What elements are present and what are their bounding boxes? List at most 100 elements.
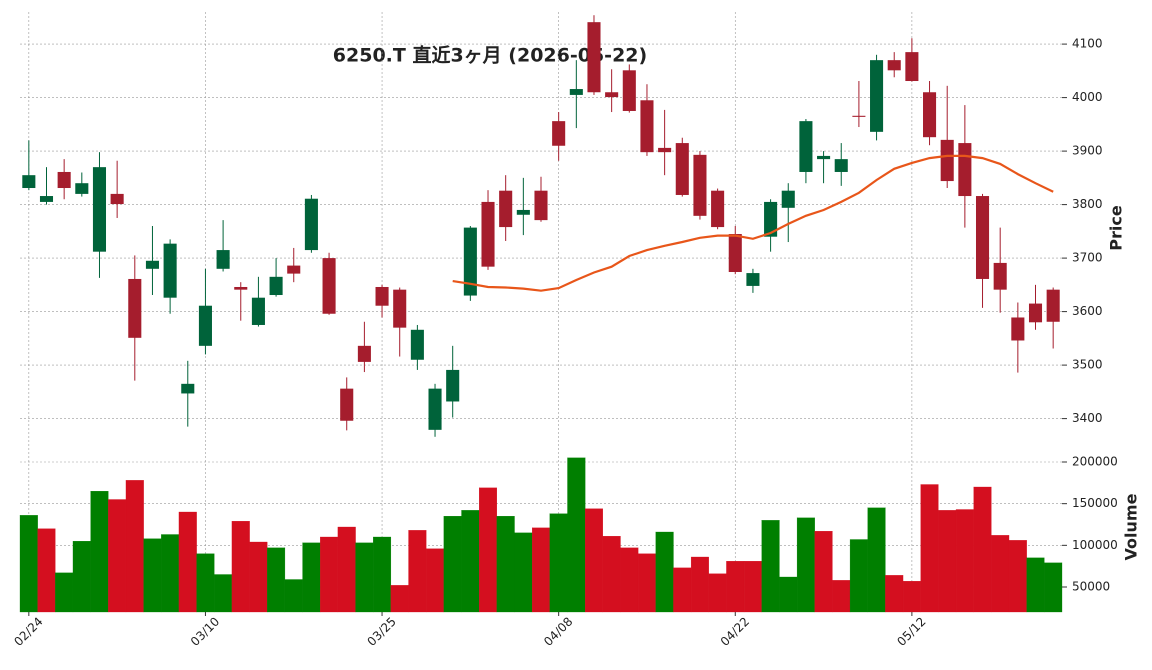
candle-body	[304, 198, 318, 251]
volume-tick-label: 150000	[1072, 496, 1118, 510]
candle-body	[287, 265, 301, 274]
y-tick-label: 3600	[1072, 304, 1103, 318]
volume-bar	[532, 527, 550, 613]
candle-body	[216, 250, 230, 269]
volume-bar	[743, 561, 762, 613]
volume-bar	[231, 521, 250, 613]
volume-bar	[849, 539, 868, 613]
candle-body	[799, 121, 813, 172]
volume-bar	[161, 534, 180, 613]
y-tick-label: 3800	[1072, 197, 1103, 211]
candle-body	[234, 286, 248, 290]
candle-body	[728, 234, 742, 273]
volume-bar	[320, 536, 339, 613]
candle-body	[269, 276, 283, 296]
volume-bar	[373, 536, 392, 613]
volume-bar	[443, 516, 462, 613]
candle-body	[22, 175, 36, 189]
moving-average-line	[452, 154, 1054, 292]
candle-body	[552, 121, 566, 146]
candle-body	[870, 60, 884, 132]
candle-body	[817, 155, 831, 160]
candle-body	[852, 115, 866, 117]
chart-title: 6250.T 直近3ヶ月 (2026-05-22)	[333, 44, 647, 67]
candle-body	[993, 262, 1007, 290]
volume-bar	[267, 547, 286, 613]
candle-body	[658, 147, 672, 153]
volume-bar	[37, 528, 56, 613]
candle-body	[516, 209, 530, 215]
volume-bar	[602, 536, 621, 613]
volume-bar	[973, 486, 992, 613]
candle-body	[640, 100, 654, 153]
candle-body	[746, 273, 760, 286]
candle-body	[887, 60, 901, 71]
candle-body	[1028, 303, 1043, 323]
candle-body	[587, 22, 601, 93]
volume-bar	[178, 511, 197, 613]
candle-body	[322, 258, 336, 314]
volume-bar	[72, 541, 91, 613]
volume-bar	[955, 509, 974, 613]
volume-tick-label: 200000	[1072, 455, 1118, 469]
candle-body	[393, 289, 407, 328]
candle-body	[693, 154, 707, 216]
volume-bar	[55, 572, 74, 613]
volume-bar	[761, 520, 780, 613]
volume-bar	[620, 547, 639, 613]
candle-body	[622, 70, 636, 111]
volume-bar	[196, 553, 215, 613]
volume-bar	[655, 531, 674, 613]
volume-bar	[567, 457, 586, 613]
volume-bar	[690, 556, 709, 613]
volume-bar	[867, 507, 886, 613]
volume-bar	[673, 567, 692, 613]
candle-body	[340, 388, 354, 421]
candle-body	[923, 92, 937, 138]
volume-bar	[637, 553, 656, 613]
volume-bar	[90, 491, 109, 613]
volume-bar	[814, 531, 833, 613]
candle-body	[428, 388, 442, 430]
candle-body	[251, 297, 265, 325]
candle-body	[834, 159, 848, 172]
candle-body	[905, 52, 919, 82]
candle-body	[764, 201, 778, 237]
volume-bar	[496, 516, 515, 613]
volume-bar	[708, 573, 727, 613]
candle-body	[181, 383, 195, 394]
volume-bar	[1008, 540, 1027, 613]
volume-bar	[19, 515, 38, 613]
y-tick-label: 3700	[1072, 251, 1103, 265]
y-tick-label: 3500	[1072, 358, 1103, 372]
volume-bar	[726, 561, 745, 613]
volume-bar	[125, 480, 144, 613]
volume-tick-label: 100000	[1072, 538, 1118, 552]
volume-bar	[885, 575, 904, 613]
volume-bar	[355, 542, 374, 613]
candle-body	[110, 193, 124, 205]
candle-body	[145, 260, 159, 269]
volume-bar	[920, 484, 939, 613]
volume-bar	[426, 548, 445, 613]
candle-body	[534, 190, 548, 221]
candle-body	[499, 190, 513, 228]
y-axis-label: Price	[1107, 205, 1126, 251]
volume-bar	[902, 581, 921, 613]
volume-bar	[108, 499, 127, 613]
volume-bar	[214, 574, 233, 613]
candle-body	[446, 369, 460, 402]
volume-bar	[337, 526, 356, 613]
candle-body	[198, 305, 212, 346]
volume-bar	[143, 538, 162, 613]
y-tick-label: 4000	[1072, 90, 1103, 104]
candle-body	[75, 183, 89, 194]
volume-bar	[1044, 562, 1063, 613]
volume-tick-label: 50000	[1072, 580, 1110, 594]
candle-body	[39, 196, 54, 202]
volume-bar	[1026, 557, 1045, 613]
volume-bar	[302, 542, 321, 613]
candle-body	[410, 329, 424, 360]
y-tick-label: 3400	[1072, 411, 1103, 425]
